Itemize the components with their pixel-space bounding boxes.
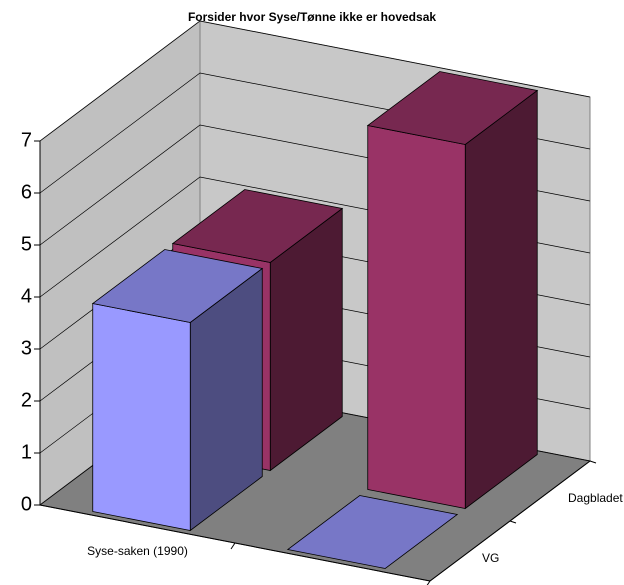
bar: [366, 71, 539, 510]
bar-top: [91, 249, 264, 323]
y-tick-label: 5: [21, 233, 32, 255]
y-tick-label: 0: [21, 493, 32, 515]
bar-side: [464, 89, 538, 510]
z-tick: [509, 520, 517, 524]
bar: [91, 249, 264, 532]
bar-top: [171, 189, 344, 263]
grid-line: [39, 20, 591, 142]
legend-label: Dagbladet: [568, 491, 623, 505]
y-tick-label: 7: [21, 129, 32, 151]
y-tick-label: 2: [21, 389, 32, 411]
bar-front: [367, 125, 466, 509]
y-tick-label: 1: [21, 441, 32, 463]
z-tick: [589, 460, 597, 464]
bar: [286, 495, 459, 569]
legend-label: VG: [482, 551, 499, 565]
bar-top: [286, 495, 459, 569]
x-tick: [426, 580, 431, 585]
y-tick-label: 6: [21, 181, 32, 203]
x-tick-label: Syse-saken (1990): [87, 544, 188, 558]
chart-title: Forsider hvor Syse/Tønne ikke er hovedsa…: [188, 10, 436, 24]
y-tick-label: 4: [21, 285, 32, 307]
bar-front: [92, 303, 191, 531]
x-tick: [230, 542, 236, 550]
bar-top: [366, 71, 539, 145]
y-tick-label: 3: [21, 337, 32, 359]
